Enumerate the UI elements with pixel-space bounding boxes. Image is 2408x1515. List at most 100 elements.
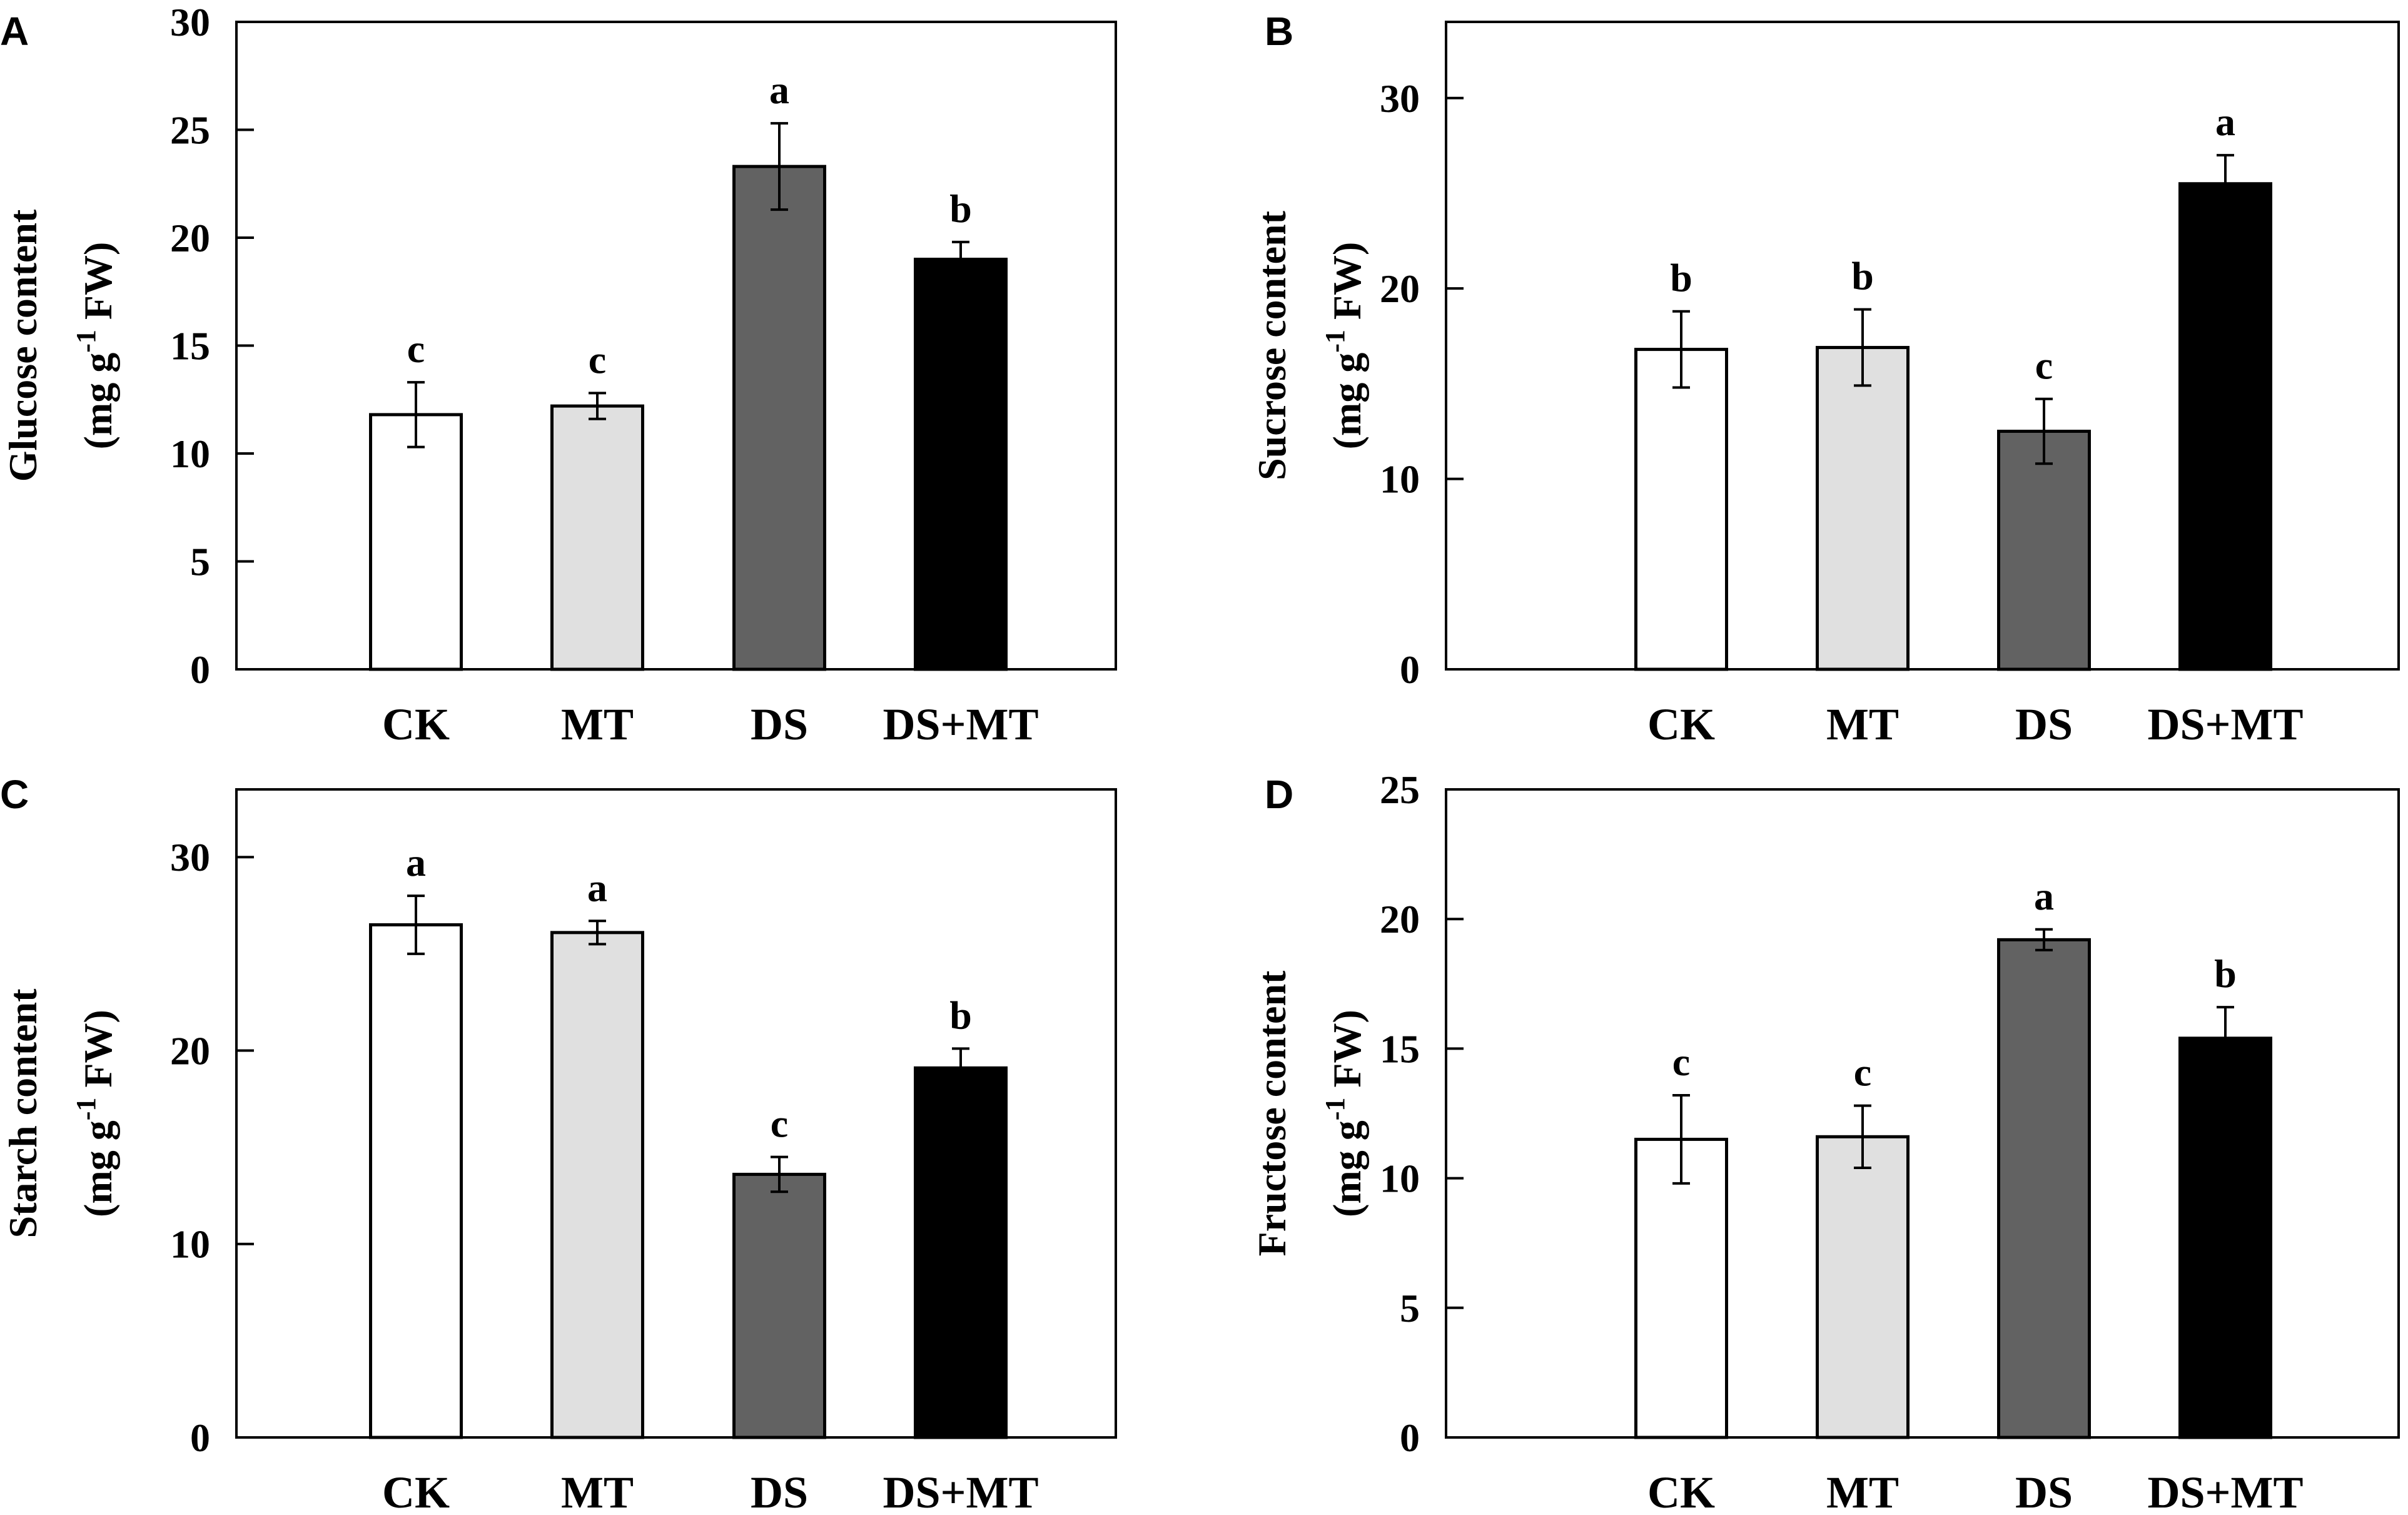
unit-suffix: FW) (1325, 242, 1369, 330)
significance-letter: b (2214, 951, 2237, 996)
plot-frame (1445, 21, 2400, 671)
unit-suffix: FW) (76, 242, 120, 330)
unit-superscript: -1 (1320, 330, 1350, 353)
unit-prefix: (mg g (76, 353, 120, 450)
category-label: DS+MT (883, 699, 1038, 749)
unit-superscript: -1 (71, 330, 101, 353)
category-label: DS (2015, 699, 2073, 749)
category-label: CK (1647, 1467, 1715, 1515)
significance-letter: a (2215, 99, 2235, 144)
bar-DS+MT (914, 258, 1008, 671)
category-label: DS+MT (2147, 1467, 2303, 1515)
y-tick-label: 20 (1380, 266, 1420, 311)
bar-CK (369, 923, 463, 1439)
unit-suffix: FW) (1325, 1010, 1369, 1097)
category-label: MT (561, 699, 634, 749)
category-label: DS (2015, 1467, 2073, 1515)
significance-letter: a (406, 840, 426, 884)
y-tick-label: 5 (1400, 1286, 1420, 1330)
significance-letter: c (1854, 1050, 1871, 1095)
significance-letter: c (1672, 1040, 1690, 1084)
bar-DS (732, 165, 826, 671)
significance-letter: c (589, 337, 606, 382)
y-tick-label: 20 (170, 1028, 210, 1073)
unit-suffix: FW) (76, 1010, 120, 1097)
category-label: MT (1826, 1467, 1899, 1515)
unit-prefix: (mg g (76, 1120, 120, 1217)
significance-letter: c (407, 327, 425, 371)
significance-letter: a (2034, 874, 2054, 918)
category-label: CK (382, 1467, 450, 1515)
y-tick-label: 20 (1380, 897, 1420, 941)
y-axis-label: Fructose content (1250, 970, 1294, 1256)
y-axis-label: Starch content (1, 988, 45, 1238)
category-label: DS+MT (2147, 699, 2303, 749)
unit-superscript: -1 (71, 1098, 101, 1121)
bar-DS+MT (2178, 182, 2272, 671)
bar-DS+MT (914, 1066, 1008, 1439)
category-label: DS (751, 1467, 808, 1515)
category-label: CK (382, 699, 450, 749)
y-tick-label: 30 (1380, 76, 1420, 121)
y-tick-label: 30 (170, 0, 210, 44)
plot-frame (1445, 788, 2400, 1439)
category-label: DS (751, 699, 808, 749)
y-tick-label: 10 (170, 432, 210, 476)
y-tick-label: 25 (170, 108, 210, 153)
panel-letter: C (0, 772, 29, 817)
y-axis-unit-label: (mg g-1 FW) (71, 1010, 120, 1217)
y-axis-unit-label: (mg g-1 FW) (1320, 242, 1369, 450)
y-axis-unit-label: (mg g-1 FW) (1320, 1010, 1369, 1217)
y-tick-label: 5 (190, 540, 210, 584)
y-tick-label: 10 (1380, 457, 1420, 502)
y-tick-label: 15 (1380, 1026, 1420, 1071)
category-label: MT (561, 1467, 634, 1515)
significance-letter: b (1670, 256, 1692, 300)
significance-letter: b (949, 993, 972, 1037)
bar-MT (1816, 346, 1910, 671)
panel-letter: D (1265, 772, 1293, 817)
y-tick-label: 10 (1380, 1157, 1420, 1201)
bar-MT (550, 931, 644, 1439)
significance-letter: b (1851, 254, 1874, 298)
plot-frame (235, 788, 1117, 1439)
y-axis-unit-label: (mg g-1 FW) (71, 242, 120, 450)
y-tick-label: 0 (190, 1416, 210, 1460)
panel-A: A 0 5 10 15 20 25 30 c CK c MT a DS b DS+MT Glucose cont… (0, 0, 1117, 749)
bar-MT (1816, 1135, 1910, 1439)
bar-CK (369, 413, 463, 671)
unit-prefix: (mg g (1325, 1120, 1369, 1217)
panel-letter: B (1265, 9, 1293, 54)
bar-CK (1634, 348, 1728, 671)
y-tick-label: 10 (170, 1222, 210, 1267)
bar-DS+MT (2178, 1036, 2272, 1439)
y-tick-label: 20 (170, 216, 210, 260)
category-label: MT (1826, 699, 1899, 749)
unit-prefix: (mg g (1325, 353, 1369, 450)
y-tick-label: 25 (1380, 768, 1420, 812)
bar-CK (1634, 1137, 1728, 1439)
panel-B: B 0 10 20 30 b CK b MT c DS a DS+MT Sucrose content (m… (1250, 9, 2400, 749)
bar-DS (732, 1172, 826, 1439)
y-tick-label: 0 (190, 647, 210, 692)
y-tick-label: 15 (170, 324, 210, 368)
significance-letter: a (587, 865, 607, 910)
y-tick-label: 0 (1400, 647, 1420, 692)
panel-C: C 0 10 20 30 a CK a MT c DS b DS+MT Starch content (mg… (0, 772, 1117, 1515)
bar-DS (1997, 429, 2091, 671)
panel-D: D 0 5 10 15 20 25 c CK c MT a DS b DS+MT Fructose conte… (1250, 768, 2400, 1515)
category-label: CK (1647, 699, 1715, 749)
y-axis-label: Sucrose content (1250, 210, 1294, 480)
panel-letter: A (0, 9, 29, 54)
y-tick-label: 30 (170, 835, 210, 879)
bar-MT (550, 404, 644, 671)
bar-DS (1997, 938, 2091, 1439)
y-tick-label: 0 (1400, 1416, 1420, 1460)
significance-letter: c (771, 1102, 788, 1146)
significance-letter: a (769, 68, 789, 112)
y-axis-label: Glucose content (1, 209, 45, 482)
significance-letter: b (949, 186, 972, 231)
unit-superscript: -1 (1320, 1098, 1350, 1121)
category-label: DS+MT (883, 1467, 1038, 1515)
